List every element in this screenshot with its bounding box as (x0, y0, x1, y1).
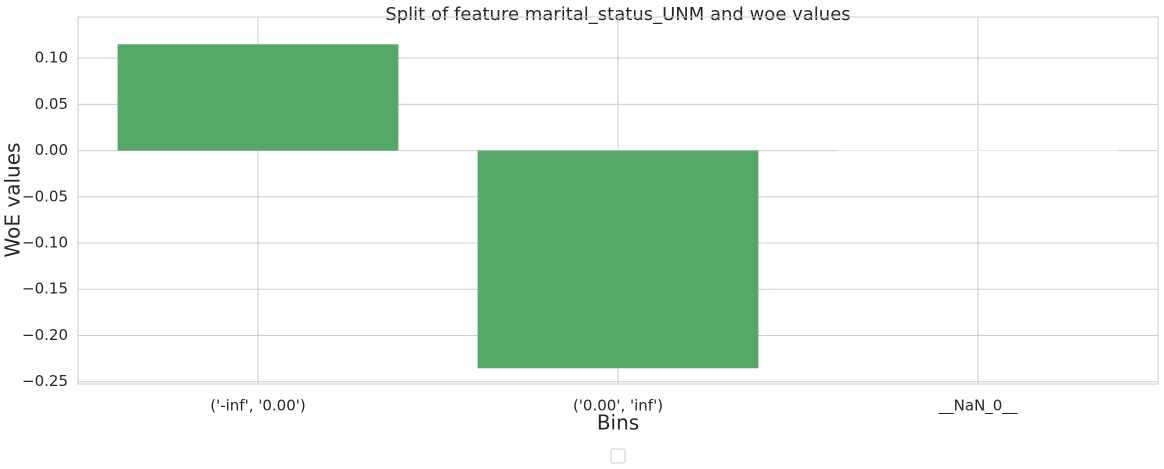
y-tick-label: −0.15 (22, 280, 68, 298)
x-axis-label: Bins (597, 411, 639, 435)
x-tick-label: ('0.00', 'inf') (573, 397, 663, 415)
legend-box (610, 448, 626, 464)
bar (117, 44, 399, 151)
bar (837, 150, 1119, 152)
y-tick-label: 0.05 (35, 95, 68, 113)
y-tick-label: 0.00 (35, 141, 68, 159)
y-tick-label: −0.20 (22, 326, 68, 344)
y-tick-label: −0.10 (22, 234, 68, 252)
chart-title: Split of feature marital_status_UNM and … (385, 4, 850, 25)
y-tick-label: −0.25 (22, 372, 68, 390)
x-tick-label: __NaN_0__ (938, 397, 1018, 416)
y-tick-label: −0.05 (22, 187, 68, 205)
plot-frame (77, 16, 1159, 385)
y-tick-label: 0.10 (35, 49, 68, 67)
y-axis-label: WoE values (1, 143, 25, 258)
x-tick-label: ('-inf', '0.00') (210, 397, 306, 415)
bar (477, 150, 759, 369)
